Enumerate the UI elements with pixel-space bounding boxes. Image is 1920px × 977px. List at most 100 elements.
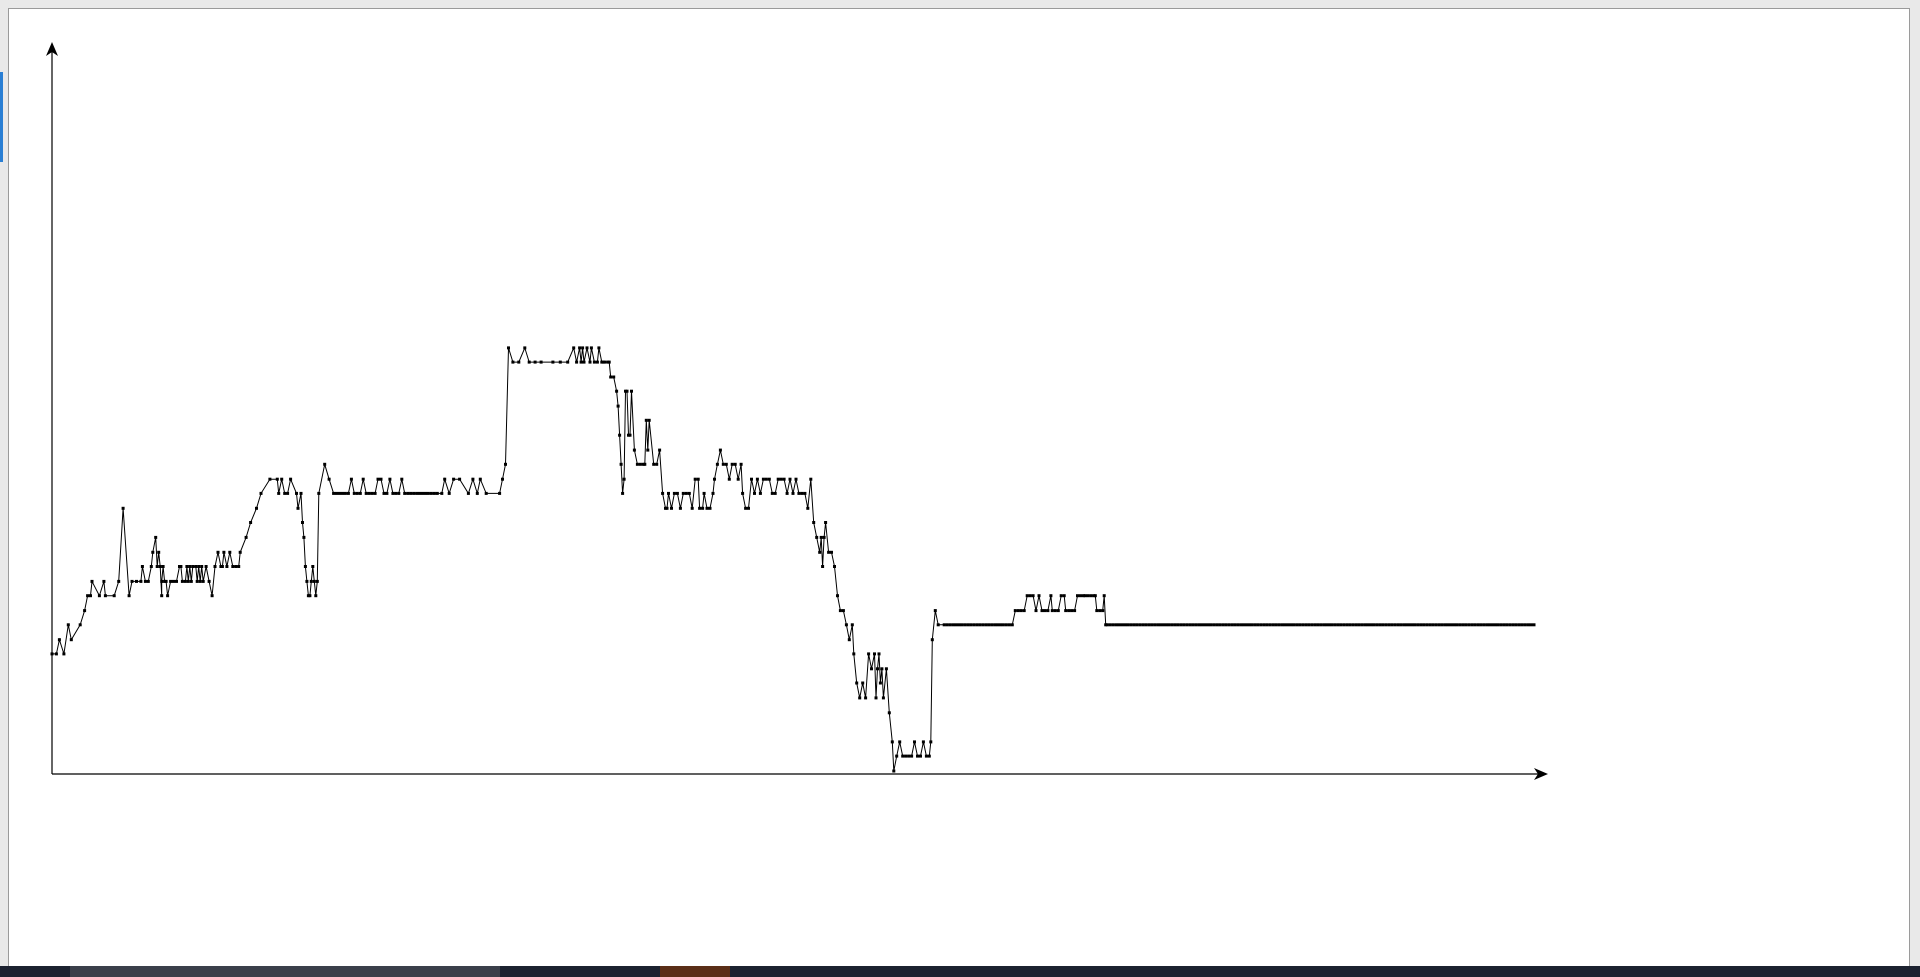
data-point: [921, 740, 925, 744]
data-point: [1059, 594, 1063, 598]
data-point: [558, 360, 562, 364]
data-point: [175, 579, 178, 583]
data-point: [234, 565, 238, 568]
data-point: [1083, 594, 1087, 598]
data-point: [1079, 594, 1082, 598]
data-point: [999, 623, 1002, 627]
data-point: [1250, 623, 1254, 627]
data-point: [957, 623, 961, 627]
data-point: [308, 594, 312, 598]
data-point: [672, 491, 676, 495]
data-point: [1076, 594, 1079, 598]
data-point: [117, 579, 121, 583]
data-point: [1182, 623, 1186, 627]
data-point: [1153, 623, 1157, 627]
data-point: [724, 462, 728, 466]
data-point: [1485, 623, 1489, 627]
data-point: [1095, 609, 1099, 613]
data-point: [1248, 623, 1251, 627]
data-point: [1479, 623, 1483, 627]
data-point: [1129, 623, 1133, 627]
data-point: [878, 681, 882, 685]
data-point: [185, 565, 189, 568]
data-point: [1147, 623, 1151, 627]
data-point: [1206, 623, 1210, 627]
data-point: [910, 754, 914, 758]
data-point: [157, 550, 161, 554]
data-point: [942, 623, 946, 627]
data-point: [715, 462, 719, 466]
data-point: [1167, 623, 1171, 627]
data-point: [539, 360, 543, 364]
taskbar-active-app[interactable]: [660, 966, 730, 977]
data-point: [1345, 623, 1349, 627]
data-point: [582, 360, 586, 364]
data-point: [1126, 623, 1130, 627]
data-point: [1108, 623, 1112, 627]
data-point: [850, 623, 854, 627]
data-point: [1390, 623, 1394, 627]
data-point: [1001, 623, 1005, 627]
data-point: [1354, 623, 1358, 627]
data-point: [670, 506, 673, 510]
data-point: [151, 550, 155, 554]
data-point: [1218, 623, 1222, 627]
data-point: [702, 491, 706, 495]
data-point: [595, 360, 599, 364]
data-point: [1425, 623, 1429, 627]
data-point: [589, 346, 593, 350]
data-point: [1138, 623, 1142, 627]
data-point: [183, 579, 187, 583]
taskbar-app-button[interactable]: [70, 966, 500, 977]
data-point: [1028, 594, 1032, 598]
data-point: [984, 623, 988, 627]
data-point: [1470, 623, 1474, 627]
data-point: [1405, 623, 1408, 627]
data-point: [327, 477, 331, 481]
data-point: [155, 565, 159, 568]
data-point: [478, 477, 482, 481]
data-point: [1304, 623, 1308, 627]
data-point: [741, 491, 745, 495]
data-point: [198, 579, 202, 583]
data-point: [1476, 623, 1480, 627]
data-point: [1150, 623, 1154, 627]
data-point: [160, 594, 164, 598]
data-point: [1120, 623, 1124, 627]
data-point: [1007, 623, 1011, 627]
data-point: [1123, 623, 1127, 627]
data-point: [1062, 594, 1066, 598]
data-point: [1262, 623, 1266, 627]
data-point: [1316, 623, 1320, 627]
data-point: [57, 638, 61, 642]
data-point: [1413, 623, 1417, 627]
data-point: [364, 491, 368, 495]
data-point: [1016, 609, 1020, 613]
data-point: [283, 491, 287, 495]
data-point: [303, 565, 307, 568]
data-point: [821, 565, 825, 568]
data-point: [655, 462, 659, 466]
data-point: [1194, 623, 1198, 627]
data-point: [1523, 623, 1527, 627]
data-point: [963, 623, 967, 627]
data-point: [1416, 623, 1420, 627]
data-point: [978, 623, 982, 627]
data-point: [207, 579, 211, 583]
data-point: [1464, 623, 1468, 627]
data-point: [684, 491, 688, 495]
data-point: [904, 754, 908, 758]
data-point: [130, 579, 134, 583]
data-point: [1381, 623, 1385, 627]
data-point: [1040, 609, 1044, 613]
data-point: [788, 477, 792, 481]
data-point: [1408, 623, 1411, 627]
data-point: [652, 462, 656, 466]
window-edge-accent: [0, 72, 3, 162]
data-point: [1357, 623, 1361, 627]
data-point: [146, 579, 150, 583]
data-point: [277, 491, 281, 495]
data-point: [892, 769, 896, 773]
data-point: [1372, 623, 1376, 627]
data-point: [916, 754, 919, 758]
